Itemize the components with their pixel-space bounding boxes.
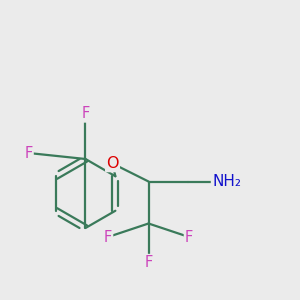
Text: F: F — [81, 106, 90, 122]
Text: F: F — [185, 230, 193, 244]
Text: F: F — [24, 146, 33, 160]
Text: F: F — [144, 255, 153, 270]
Text: F: F — [104, 230, 112, 244]
Text: NH₂: NH₂ — [212, 174, 241, 189]
Text: O: O — [106, 156, 119, 171]
